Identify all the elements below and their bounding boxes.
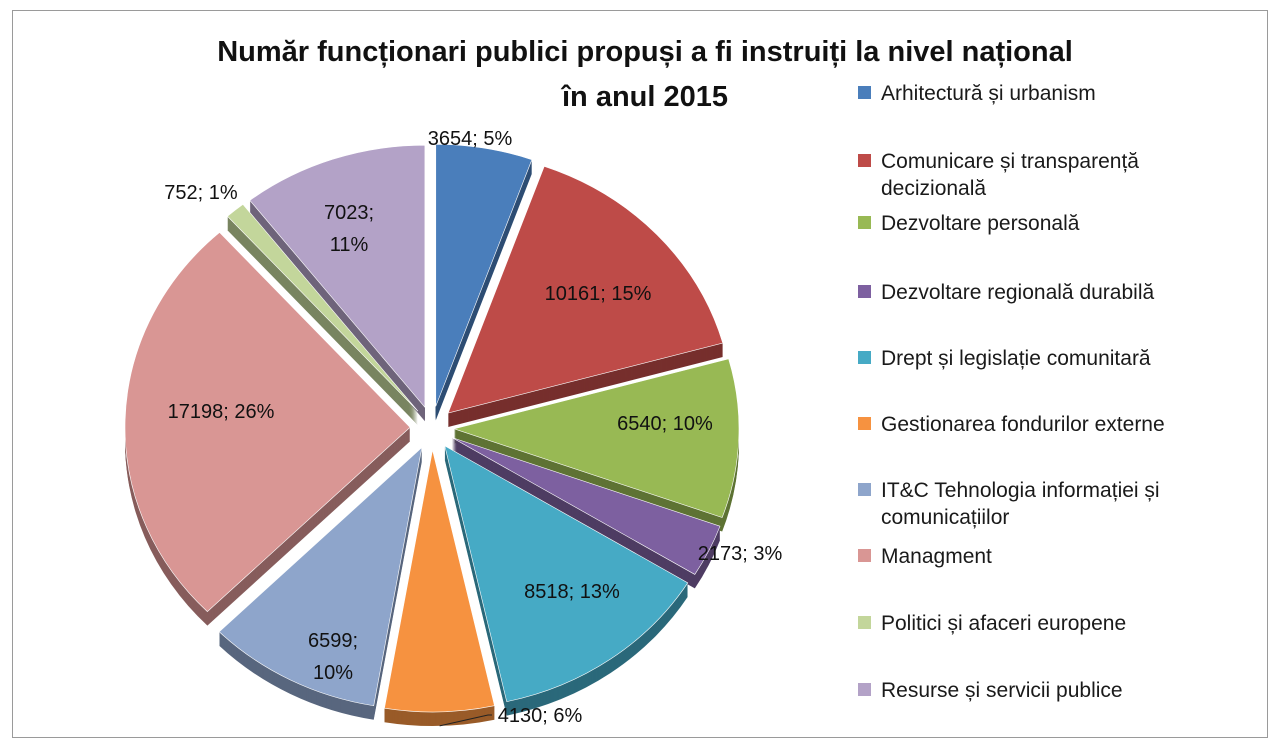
pie-slice-9[interactable] xyxy=(226,203,419,412)
legend-label-line: Comunicare și transparență xyxy=(881,150,1139,173)
legend-label: Politici și afaceri europene xyxy=(881,610,1126,637)
slice-data-label-line: 6540; 10% xyxy=(617,413,713,435)
pie-labels-layer: 3654; 5% 10161; 15% 6540; 10% 2173; 3% 8518;… xyxy=(164,128,782,727)
legend-label: Dezvoltare regională durabilă xyxy=(881,279,1154,306)
slice-data-label: 3654; 5% xyxy=(428,128,513,150)
chart-title-line-1: Număr funcționari publici propuși a fi i… xyxy=(217,36,1073,68)
legend-item[interactable]: Resurse și servicii publice xyxy=(858,677,1123,704)
legend-swatch xyxy=(858,154,871,167)
legend-label: Gestionarea fondurilor externe xyxy=(881,411,1165,438)
legend-item[interactable]: Comunicare și transparență decizională xyxy=(858,148,1139,202)
legend-label: IT&C Tehnologia informației și comunicați… xyxy=(881,477,1160,531)
slice-data-label: 17198; 26% xyxy=(168,401,275,423)
legend-swatch xyxy=(858,616,871,629)
slice-data-label-line: 4130; 6% xyxy=(498,705,583,727)
slice-data-label-line: 10161; 15% xyxy=(545,283,652,305)
legend-swatch xyxy=(858,216,871,229)
legend-item[interactable]: Drept și legislație comunitară xyxy=(858,345,1151,372)
legend-label-line: Dezvoltare personală xyxy=(881,212,1080,235)
pie-slice-1[interactable] xyxy=(435,144,533,407)
slice-data-label-line: 6599; xyxy=(308,630,358,652)
pie-slice-6[interactable] xyxy=(384,449,495,713)
slice-data-label-line: 3654; 5% xyxy=(428,128,513,150)
legend-item[interactable]: Gestionarea fondurilor externe xyxy=(858,411,1165,438)
slice-data-label: 7023; 11% xyxy=(324,202,374,256)
slice-data-label: 6599; 10% xyxy=(308,630,358,684)
legend-swatch xyxy=(858,351,871,364)
pie-slice-7[interactable] xyxy=(218,446,423,707)
legend-swatch xyxy=(858,483,871,496)
pie-slice-2[interactable] xyxy=(447,165,724,414)
legend-item[interactable]: Arhitectură și urbanism xyxy=(858,80,1096,107)
pie-slice-8[interactable] xyxy=(124,232,411,613)
legend-label-line: comunicațiilor xyxy=(881,506,1010,529)
legend-label-line: Managment xyxy=(881,545,992,568)
legend-swatch xyxy=(858,549,871,562)
slice-data-label: 2173; 3% xyxy=(698,543,783,565)
legend-item[interactable]: Managment xyxy=(858,543,992,570)
legend-swatch xyxy=(858,86,871,99)
legend-label-line: IT&C Tehnologia informației și xyxy=(881,479,1160,502)
legend-label: Arhitectură și urbanism xyxy=(881,80,1096,107)
legend-item[interactable]: Dezvoltare regională durabilă xyxy=(858,279,1154,306)
legend-label-line: Resurse și servicii publice xyxy=(881,679,1123,702)
legend-label: Comunicare și transparență decizională xyxy=(881,148,1139,202)
leader-line xyxy=(439,714,492,727)
pie-slice-10[interactable] xyxy=(249,144,426,409)
legend-swatch xyxy=(858,683,871,696)
chart-title: Număr funcționari publici propuși a fi i… xyxy=(140,30,1150,120)
legend-label-line: Gestionarea fondurilor externe xyxy=(881,413,1165,436)
pie-slices-layer xyxy=(124,144,740,713)
slice-data-label-line: 17198; 26% xyxy=(168,401,275,423)
legend-item[interactable]: Politici și afaceri europene xyxy=(858,610,1126,637)
slice-data-label-line: 2173; 3% xyxy=(698,543,783,565)
legend-label-line: Arhitectură și urbanism xyxy=(881,82,1096,105)
legend-label-line: decizională xyxy=(881,177,987,200)
chart-title-line-2: în anul 2015 xyxy=(561,81,728,113)
legend-swatch xyxy=(858,417,871,430)
legend-label: Resurse și servicii publice xyxy=(881,677,1123,704)
slice-data-label-line: 752; 1% xyxy=(164,182,238,204)
pie-slice-5[interactable] xyxy=(444,445,689,702)
legend-label-line: Drept și legislație comunitară xyxy=(881,347,1151,370)
slice-data-label-line: 8518; 13% xyxy=(524,581,620,603)
slice-data-label-line: 11% xyxy=(330,234,369,256)
pie-slice-3[interactable] xyxy=(452,358,740,518)
slice-data-label: 10161; 15% xyxy=(545,283,652,305)
legend-label: Dezvoltare personală xyxy=(881,210,1079,237)
legend-label: Drept și legislație comunitară xyxy=(881,345,1151,372)
legend-label-line: Dezvoltare regională durabilă xyxy=(881,281,1155,304)
legend-item[interactable]: Dezvoltare personală xyxy=(858,210,1079,237)
slice-data-label: 4130; 6% xyxy=(498,705,583,727)
slice-data-label-line: 7023; xyxy=(324,202,374,224)
slice-data-label: 8518; 13% xyxy=(524,581,620,603)
pie-slice-4[interactable] xyxy=(451,437,721,575)
legend-item[interactable]: IT&C Tehnologia informației și comunicați… xyxy=(858,477,1160,531)
slice-data-label: 6540; 10% xyxy=(617,413,713,435)
legend-swatch xyxy=(858,285,871,298)
slice-data-label: 752; 1% xyxy=(164,182,238,204)
legend-label: Managment xyxy=(881,543,992,570)
slice-data-label-line: 10% xyxy=(313,662,353,684)
legend-label-line: Politici și afaceri europene xyxy=(881,612,1127,635)
